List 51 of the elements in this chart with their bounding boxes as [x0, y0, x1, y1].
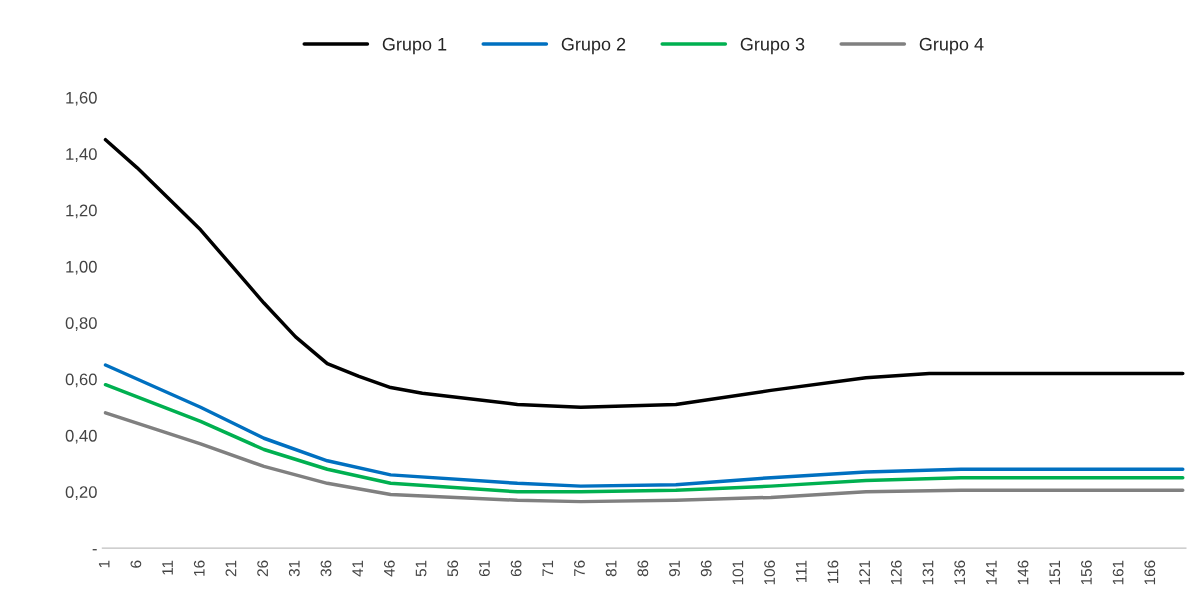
- x-tick-label: 71: [542, 560, 554, 577]
- x-tick-label: 161: [1112, 560, 1124, 585]
- x-tick-label: 51: [415, 560, 427, 577]
- x-tick-label: 141: [986, 560, 997, 585]
- x-tick-label: 126: [890, 560, 902, 585]
- line-series: [103, 383, 1185, 494]
- x-tick-label: 56: [447, 560, 459, 577]
- legend-label: Grupo 3: [740, 37, 805, 55]
- legend-label: Grupo 4: [919, 37, 984, 55]
- y-tick-label: 1,00: [66, 260, 97, 275]
- x-tick-label: 61: [479, 560, 490, 577]
- x-tick-label: 91: [669, 560, 680, 577]
- x-tick-label: 46: [383, 560, 395, 577]
- y-tick-label: -: [92, 549, 97, 551]
- x-tick-label: 81: [605, 560, 617, 577]
- x-tick-label: 136: [954, 560, 966, 585]
- x-tick-label: 156: [1081, 560, 1092, 585]
- y-tick-label: 1,20: [66, 204, 97, 219]
- x-tick-label: 36: [320, 560, 332, 577]
- y-tick-label: 1,40: [66, 148, 97, 162]
- x-tick-label: 101: [732, 560, 744, 585]
- x-tick-label: 96: [700, 560, 712, 577]
- y-tick-label: 1,60: [66, 91, 97, 106]
- y-tick-label: 0,80: [65, 317, 97, 331]
- y-tick-label: 0,20: [65, 486, 97, 500]
- line-series: [103, 137, 1185, 410]
- x-tick-label: 166: [1144, 560, 1156, 585]
- x-tick-label: 11: [162, 560, 173, 575]
- x-tick-label: 41: [352, 560, 363, 577]
- x-tick-label: 66: [510, 560, 522, 577]
- x-tick-label: 151: [1049, 560, 1061, 585]
- x-tick-label: 1: [98, 560, 110, 568]
- x-tick-label: 86: [637, 560, 649, 577]
- line-series: [103, 411, 1185, 504]
- x-tick-label: 146: [1017, 560, 1029, 585]
- legend-label: Grupo 2: [561, 37, 626, 55]
- legend-label: Grupo 1: [382, 37, 447, 55]
- x-tick-label: 111: [796, 560, 807, 582]
- x-tick-label: 121: [859, 560, 870, 585]
- x-tick-label: 26: [257, 560, 269, 577]
- x-tick-label: 116: [827, 560, 839, 584]
- y-tick-label: 0,60: [65, 373, 97, 388]
- x-tick-label: 16: [193, 560, 205, 576]
- line-series: [103, 363, 1185, 488]
- x-tick-label: 76: [574, 560, 585, 577]
- x-tick-label: 31: [288, 560, 300, 577]
- y-tick-label: 0,40: [65, 429, 97, 444]
- x-tick-label: 106: [764, 560, 775, 585]
- x-tick-label: 131: [922, 560, 934, 585]
- x-tick-label: 6: [130, 560, 142, 568]
- x-tick-label: 21: [225, 560, 237, 577]
